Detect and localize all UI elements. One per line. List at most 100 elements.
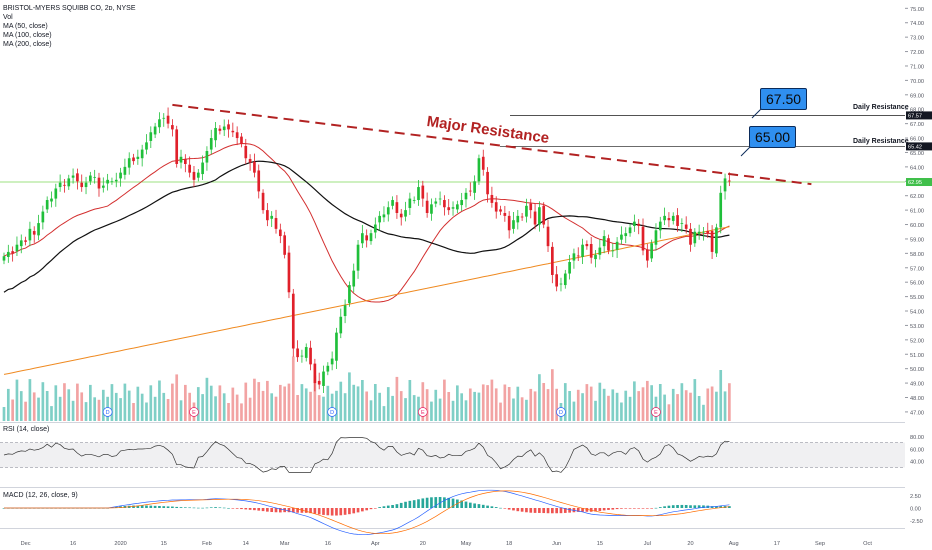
candle-body xyxy=(680,223,684,224)
volume-bar xyxy=(581,393,584,421)
macd-histogram-bar xyxy=(304,508,308,513)
candle-body xyxy=(512,220,515,229)
callout-67-50[interactable]: 67.50 xyxy=(760,88,808,110)
rsi-tick-label: 80.00 xyxy=(910,435,924,441)
price-tick-label: 55.00 xyxy=(910,295,924,301)
volume-bar xyxy=(149,385,153,421)
volume-bar xyxy=(421,382,425,421)
volume-bar xyxy=(114,392,118,421)
price-tick-label: 74.00 xyxy=(910,21,924,27)
volume-bar xyxy=(645,380,649,421)
macd-histogram-bar xyxy=(209,507,213,508)
event-marker[interactable]: E xyxy=(417,407,428,417)
time-axis[interactable]: Dec 16 2020 15 Feb 14 Mar 16 Apr 20 May 18 Jun 15 Jul 2… xyxy=(21,541,873,547)
volume-bar xyxy=(227,403,230,421)
macd-histogram-bar xyxy=(253,508,256,511)
candle-body xyxy=(533,211,537,225)
candle-body xyxy=(235,132,239,139)
macd-histogram-bar xyxy=(728,506,731,508)
macd-histogram-bar xyxy=(386,505,390,508)
symbol-title[interactable]: BRISTOL-MYERS SQUIBB CO, 2ᴅ, NYSE xyxy=(3,5,136,12)
candle-body xyxy=(546,226,550,247)
price-axis[interactable]: 75.00 74.00 73.00 72.00 71.00 70.00 69.00 68.00… xyxy=(905,0,932,550)
candle-body xyxy=(693,231,697,244)
candle-body xyxy=(145,142,148,150)
callout-65-00[interactable]: 65.00 xyxy=(749,126,797,148)
volume-bar xyxy=(15,379,19,421)
legend-ma50[interactable]: MA (50, close) xyxy=(3,23,48,30)
macd-histogram-bar xyxy=(201,507,204,509)
candle-body xyxy=(63,184,66,186)
macd-histogram-bar xyxy=(533,508,537,513)
volume-bar xyxy=(58,396,62,421)
macd-histogram-bar xyxy=(637,508,641,509)
current-price-tag xyxy=(906,178,932,187)
candle-body xyxy=(300,355,304,357)
event-marker[interactable]: D xyxy=(102,407,113,417)
candle-body xyxy=(356,244,360,271)
volume-bar xyxy=(447,392,451,421)
event-marker[interactable]: D xyxy=(556,407,566,417)
macd-histogram-bar xyxy=(697,505,701,508)
daily-resistance-lines xyxy=(0,115,905,183)
legend-ma200[interactable]: MA (200, close) xyxy=(3,41,52,48)
volume-bar xyxy=(274,396,278,421)
volume-bar xyxy=(19,391,23,421)
candle-body xyxy=(348,285,351,304)
event-circle xyxy=(417,407,428,417)
price-tick-label: 72.00 xyxy=(910,50,924,56)
volume-bar xyxy=(175,374,179,421)
time-label: 15 xyxy=(161,541,167,547)
volume-bar xyxy=(76,383,79,421)
candle-body xyxy=(581,244,584,257)
candle-body xyxy=(473,181,476,193)
candle-body xyxy=(728,180,731,182)
macd-line xyxy=(4,489,730,536)
price-tick-label: 49.00 xyxy=(910,382,924,388)
moving-averages xyxy=(3,142,730,375)
legend-ma100[interactable]: MA (100, close) xyxy=(3,32,52,39)
time-label: 2020 xyxy=(114,541,126,547)
candle-body xyxy=(110,181,114,183)
candle-body xyxy=(54,188,58,199)
macd-histogram-bar xyxy=(222,507,226,509)
candle-body xyxy=(158,119,161,128)
macd-label[interactable]: MACD (12, 26, close, 9) xyxy=(3,492,78,499)
candle-body xyxy=(706,231,710,234)
macd-histogram-bar xyxy=(663,506,666,508)
candle-body xyxy=(248,158,252,163)
rsi-label[interactable]: RSI (14, close) xyxy=(3,426,50,433)
volume-bar xyxy=(607,395,610,421)
legend-vol[interactable]: Vol xyxy=(3,14,13,21)
volume-bar xyxy=(546,389,550,421)
event-marker[interactable]: E xyxy=(189,407,199,417)
macd-histogram-bar xyxy=(188,507,191,509)
volume-bar xyxy=(529,388,533,421)
candle-body xyxy=(611,250,615,252)
macd-histogram-bar xyxy=(490,506,494,508)
macd-histogram-bar xyxy=(486,505,489,508)
candle-body xyxy=(162,117,166,119)
volume-bar xyxy=(391,395,394,421)
price-tick-label: 58.00 xyxy=(910,252,924,258)
candle-body xyxy=(464,192,468,200)
candle-body xyxy=(412,200,416,201)
price-tick-label: 52.00 xyxy=(910,338,924,344)
resistance-price-tag-label: 65.42 xyxy=(908,145,922,151)
macd-histogram-bar xyxy=(641,508,645,509)
volume-bar xyxy=(667,404,671,421)
event-marker[interactable]: D xyxy=(327,407,337,417)
event-marker[interactable]: E xyxy=(651,407,661,417)
volume-bar xyxy=(110,384,114,421)
volume-bar xyxy=(93,397,97,421)
macd-histogram-bar xyxy=(395,504,399,508)
volume-bar xyxy=(158,380,161,421)
macd-histogram-bar xyxy=(516,508,520,512)
candle-body xyxy=(421,185,425,199)
volume-bar xyxy=(270,393,274,421)
candle-body xyxy=(663,215,666,221)
macd-tick-label: -2.50 xyxy=(910,519,923,525)
price-tick-label: 57.00 xyxy=(910,266,924,272)
